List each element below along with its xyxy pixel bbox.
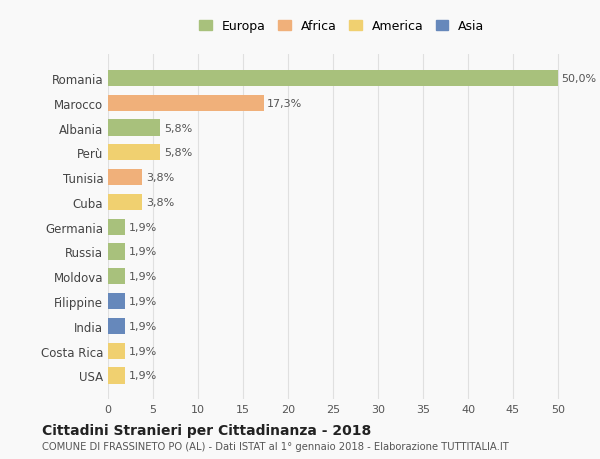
Bar (108, 244, 125, 260)
Bar (108, 219, 125, 235)
Bar (108, 293, 125, 309)
Text: 5,8%: 5,8% (164, 148, 192, 158)
Text: 1,9%: 1,9% (128, 247, 157, 257)
Text: 1,9%: 1,9% (128, 222, 157, 232)
Bar (108, 145, 160, 161)
Bar (108, 269, 125, 285)
Bar (108, 71, 558, 87)
Text: COMUNE DI FRASSINETO PO (AL) - Dati ISTAT al 1° gennaio 2018 - Elaborazione TUTT: COMUNE DI FRASSINETO PO (AL) - Dati ISTA… (42, 441, 509, 451)
Bar (108, 343, 125, 359)
Bar (108, 120, 160, 136)
Bar (108, 195, 142, 211)
Text: 1,9%: 1,9% (128, 272, 157, 282)
Text: 5,8%: 5,8% (164, 123, 192, 133)
Text: 50,0%: 50,0% (562, 74, 597, 84)
Text: Cittadini Stranieri per Cittadinanza - 2018: Cittadini Stranieri per Cittadinanza - 2… (42, 423, 371, 437)
Text: 3,8%: 3,8% (146, 173, 174, 183)
Text: 17,3%: 17,3% (267, 99, 302, 108)
Text: 1,9%: 1,9% (128, 321, 157, 331)
Text: 3,8%: 3,8% (146, 197, 174, 207)
Bar (108, 318, 125, 334)
Text: 1,9%: 1,9% (128, 346, 157, 356)
Text: 1,9%: 1,9% (128, 371, 157, 381)
Bar (108, 170, 142, 186)
Bar (108, 368, 125, 384)
Legend: Europa, Africa, America, Asia: Europa, Africa, America, Asia (199, 20, 485, 33)
Text: 1,9%: 1,9% (128, 297, 157, 307)
Bar (108, 95, 264, 112)
